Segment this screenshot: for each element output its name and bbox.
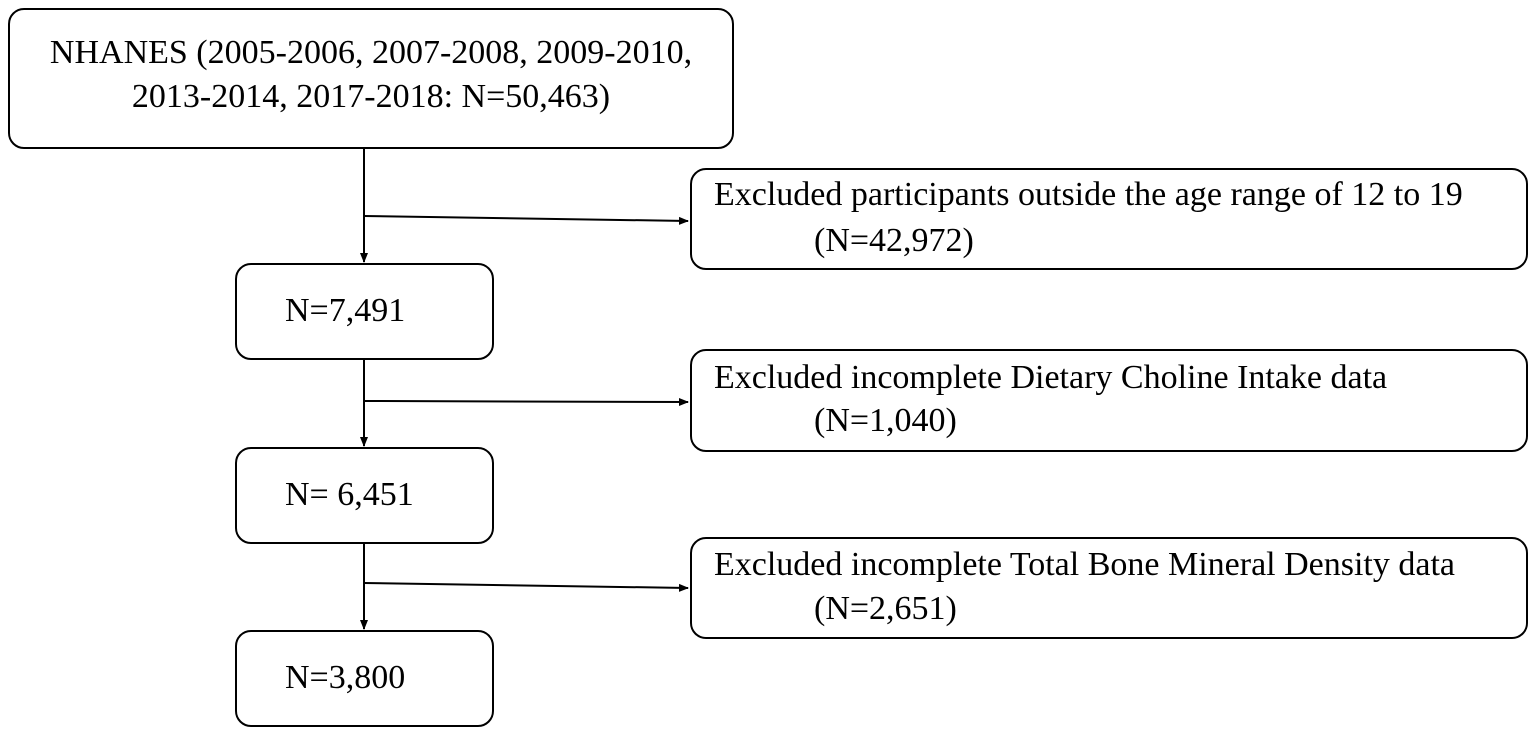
- source-box-line1: NHANES (2005-2006, 2007-2008, 2009-2010,: [49, 34, 693, 71]
- source-box: [8, 8, 734, 149]
- step-box-3-label: N=3,800: [285, 659, 406, 696]
- exclusion-box-3-count: (N=2,651): [814, 590, 957, 627]
- exclusion-box-2-count: (N=1,040): [814, 402, 957, 439]
- source-box-line2: 2013-2014, 2017-2018: N=50,463): [131, 78, 611, 115]
- arrow-exclusion-2: [363, 397, 689, 406]
- exclusion-box-2: [690, 349, 1528, 452]
- arrow-exclusion-3: [363, 582, 689, 592]
- step-box-2-label: N= 6,451: [285, 476, 414, 513]
- step-box-3: [235, 630, 494, 727]
- step-box-1: [235, 263, 494, 360]
- exclusion-box-1: [690, 168, 1528, 270]
- step-box-1-label: N=7,491: [285, 292, 406, 329]
- exclusion-box-1-count: (N=42,972): [814, 222, 974, 259]
- exclusion-box-2-reason: Excluded incomplete Dietary Choline Inta…: [714, 359, 1388, 396]
- exclusion-box-3: [690, 537, 1528, 639]
- exclusion-box-3-reason: Excluded incomplete Total Bone Mineral D…: [714, 546, 1456, 583]
- exclusion-box-1-reason: Excluded participants outside the age ra…: [714, 176, 1463, 213]
- step-box-2: [235, 447, 494, 544]
- arrow-exclusion-1: [363, 215, 689, 225]
